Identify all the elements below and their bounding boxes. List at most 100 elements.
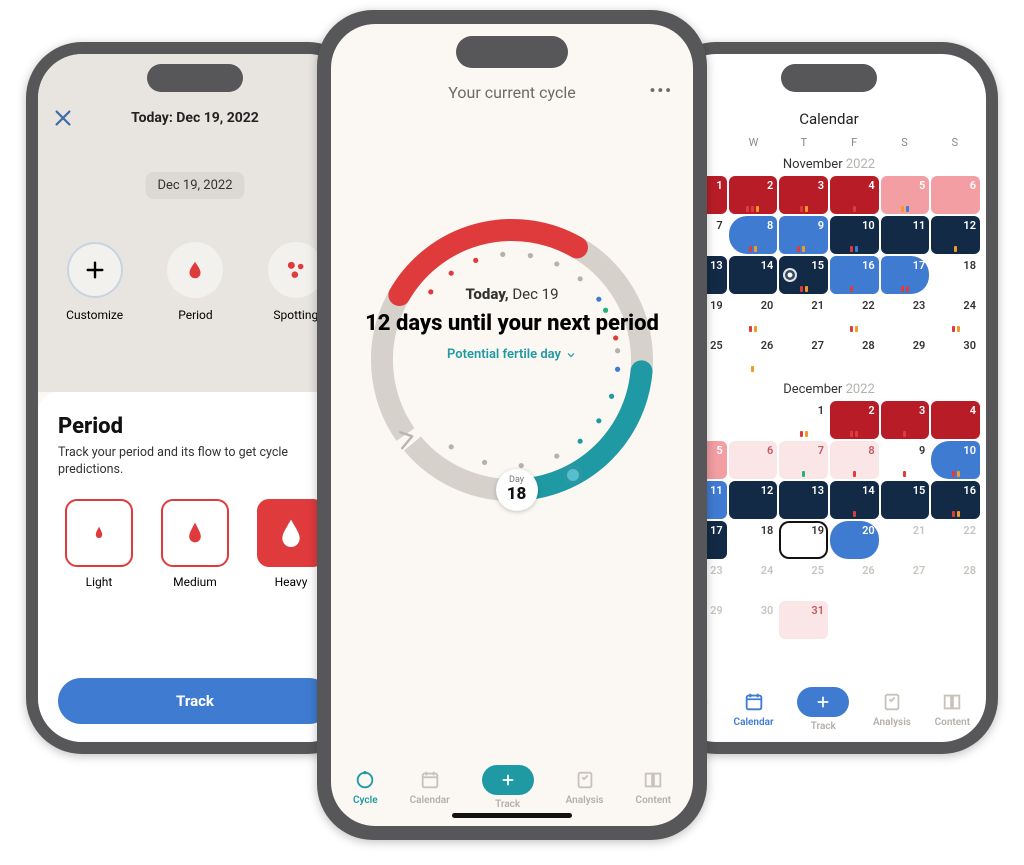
close-icon[interactable]: [52, 107, 74, 129]
cycle-texts: Today, Dec 19 12 days until your next pe…: [331, 285, 693, 362]
spotting-option[interactable]: Spotting: [268, 242, 324, 322]
calendar-cell[interactable]: 6: [931, 176, 980, 214]
tab-cycle[interactable]: Cycle: [353, 769, 378, 806]
fertile-link[interactable]: Potential fertile day: [447, 347, 577, 362]
calendar-cell[interactable]: 30: [931, 336, 980, 374]
calendar-cell[interactable]: 3: [881, 401, 930, 439]
calendar-cell[interactable]: 1: [779, 401, 828, 439]
plus-icon: [67, 242, 123, 298]
bottom-sheet: Period Track your period and its flow to…: [38, 392, 352, 742]
tab-track[interactable]: Track: [482, 765, 534, 810]
calendar-cell[interactable]: 3: [779, 176, 828, 214]
month-december: December 2022: [672, 382, 986, 397]
calendar-cell[interactable]: 21: [779, 296, 828, 334]
calendar-cell[interactable]: 16: [931, 481, 980, 519]
calendar-cell[interactable]: 8: [830, 441, 879, 479]
tab-content-label: Content: [935, 717, 970, 728]
calendar-cell[interactable]: 11: [881, 216, 930, 254]
calendar-cell[interactable]: 31: [779, 601, 828, 639]
date-pill[interactable]: Dec 19, 2022: [145, 172, 244, 199]
day-pill[interactable]: Day 18: [496, 469, 538, 511]
customize-option[interactable]: Customize: [66, 242, 123, 322]
calendar-cell[interactable]: [729, 401, 778, 439]
period-option[interactable]: Period: [167, 242, 223, 322]
calendar-cell[interactable]: 2: [729, 176, 778, 214]
calendar-cell[interactable]: 6: [729, 441, 778, 479]
calendar-cell[interactable]: 17: [881, 256, 930, 294]
calendar-cell[interactable]: 13: [779, 481, 828, 519]
tab-calendar[interactable]: Calendar: [734, 691, 774, 728]
calendar-cell[interactable]: 25: [779, 561, 828, 599]
calendar-cell[interactable]: 28: [931, 561, 980, 599]
calendar-cell[interactable]: 4: [931, 401, 980, 439]
screen-right: Calendar TWTFSS November 2022 1234567891…: [672, 54, 986, 742]
plus-icon: [482, 765, 534, 795]
calendar-cell[interactable]: 27: [881, 561, 930, 599]
calendar-cell[interactable]: 20: [729, 296, 778, 334]
calendar-cell[interactable]: 24: [729, 561, 778, 599]
flow-medium-label: Medium: [173, 575, 217, 589]
calendar-cell[interactable]: 14: [729, 256, 778, 294]
phone-center: Your current cycle ••• Today, Dec 19 12 …: [317, 10, 707, 840]
weekday-label: S: [930, 136, 980, 149]
calendar-cell[interactable]: 23: [881, 296, 930, 334]
calendar-cell[interactable]: 26: [729, 336, 778, 374]
calendar-cell[interactable]: 26: [830, 561, 879, 599]
sheet-title: Period: [58, 414, 332, 439]
calendar-cell[interactable]: 12: [729, 481, 778, 519]
today-label: Today, Dec 19: [331, 285, 693, 303]
calendar-cell[interactable]: 5: [881, 176, 930, 214]
calendar-cell[interactable]: 30: [729, 601, 778, 639]
cycle-knob[interactable]: [564, 466, 582, 484]
calendar-cell[interactable]: 18: [729, 521, 778, 559]
dynamic-island: [147, 64, 243, 92]
center-tabbar: Cycle Calendar Track Analysis Content: [331, 765, 693, 810]
more-icon[interactable]: •••: [649, 81, 673, 100]
calendar-cell[interactable]: 18: [931, 256, 980, 294]
calendar-cell[interactable]: 10: [931, 441, 980, 479]
calendar-cell[interactable]: 22: [931, 521, 980, 559]
calendar-cell[interactable]: 8: [729, 216, 778, 254]
calendar-cell[interactable]: 20: [830, 521, 879, 559]
calendar-cell[interactable]: 9: [779, 216, 828, 254]
tab-calendar[interactable]: Calendar: [410, 769, 450, 806]
phone-left: Today: Dec 19, 2022 Dec 19, 2022 Customi…: [26, 42, 364, 754]
flow-row: Light Medium Heavy: [58, 499, 332, 589]
tab-calendar-label: Calendar: [734, 717, 774, 728]
calendar-cell[interactable]: 19: [779, 521, 828, 559]
calendar-cell[interactable]: 15: [881, 481, 930, 519]
tab-content[interactable]: Content: [935, 691, 970, 728]
tab-track[interactable]: Track: [797, 687, 849, 732]
flow-medium[interactable]: Medium: [154, 499, 236, 589]
tab-analysis[interactable]: Analysis: [566, 769, 604, 806]
calendar-cell[interactable]: 24: [931, 296, 980, 334]
flow-light[interactable]: Light: [58, 499, 140, 589]
calendar-cell[interactable]: 14: [830, 481, 879, 519]
calendar-cell[interactable]: 7: [779, 441, 828, 479]
spotting-label: Spotting: [273, 308, 318, 322]
calendar-cell[interactable]: 16: [830, 256, 879, 294]
calendar-cell[interactable]: 2: [830, 401, 879, 439]
day-number: 18: [507, 484, 527, 504]
calendar-cell[interactable]: 12: [931, 216, 980, 254]
calendar-cell[interactable]: 21: [881, 521, 930, 559]
calendar-cell[interactable]: 29: [881, 336, 930, 374]
spots-icon: [268, 242, 324, 298]
november-grid: 1234567891011121314151617181920212223242…: [672, 176, 986, 374]
tab-content[interactable]: Content: [636, 769, 671, 806]
drop-medium-icon: [161, 499, 229, 567]
calendar-cell[interactable]: 28: [830, 336, 879, 374]
flow-light-label: Light: [86, 575, 113, 589]
calendar-cell[interactable]: 22: [830, 296, 879, 334]
calendar-cell[interactable]: 15: [779, 256, 828, 294]
calendar-cell[interactable]: 27: [779, 336, 828, 374]
tab-analysis[interactable]: Analysis: [873, 691, 911, 728]
plus-icon: [797, 687, 849, 717]
calendar-cell[interactable]: 10: [830, 216, 879, 254]
month-nov-year: 2022: [846, 157, 875, 172]
drop-heavy-icon: [257, 499, 325, 567]
track-button[interactable]: Track: [58, 678, 332, 724]
calendar-cell[interactable]: 4: [830, 176, 879, 214]
tracking-icons-row: Customize Period Spotting: [38, 242, 352, 322]
calendar-cell[interactable]: 9: [881, 441, 930, 479]
